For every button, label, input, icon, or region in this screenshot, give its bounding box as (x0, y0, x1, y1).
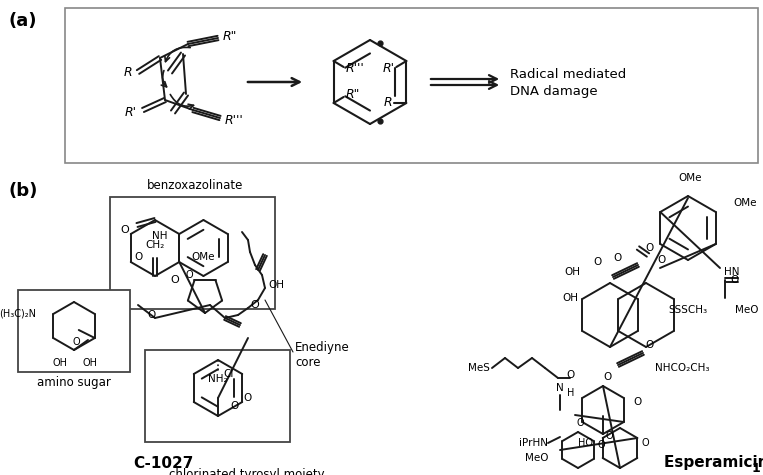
Text: O: O (243, 393, 251, 403)
Text: O: O (645, 243, 654, 253)
Text: R''': R''' (346, 63, 365, 76)
Text: O: O (604, 372, 612, 382)
Text: O: O (642, 438, 649, 448)
Text: O: O (72, 337, 80, 347)
Text: R': R' (382, 63, 394, 76)
Text: R''': R''' (225, 114, 243, 126)
Text: HO: HO (578, 438, 593, 448)
Text: OH: OH (82, 358, 98, 368)
Text: R: R (384, 96, 392, 110)
Text: O: O (645, 340, 654, 350)
Text: O: O (135, 252, 143, 262)
Text: Cl: Cl (224, 369, 234, 379)
Text: O: O (230, 401, 238, 411)
Text: O: O (121, 225, 129, 235)
Text: OH: OH (268, 280, 284, 290)
Bar (18, 290, 130, 372)
Text: O: O (605, 431, 613, 441)
Text: MeO: MeO (524, 453, 548, 463)
Text: HN: HN (724, 267, 739, 277)
Text: (b): (b) (8, 182, 37, 200)
Bar (65, 8, 758, 163)
Text: amino sugar: amino sugar (37, 376, 111, 389)
Bar (145, 350, 290, 442)
Text: O: O (171, 275, 179, 285)
Text: NH: NH (152, 231, 167, 241)
Text: (H₃C)₂N: (H₃C)₂N (0, 309, 36, 319)
Text: O: O (148, 310, 156, 320)
Text: OMe: OMe (678, 173, 702, 183)
Text: H: H (567, 388, 575, 398)
Text: R': R' (125, 106, 137, 120)
Text: OMe: OMe (192, 252, 214, 262)
Text: R: R (124, 66, 132, 78)
Text: O: O (185, 270, 192, 280)
Text: O: O (250, 300, 259, 310)
Text: O: O (730, 275, 739, 285)
Text: OH: OH (564, 267, 580, 277)
Text: R": R" (346, 88, 360, 102)
Text: MeS: MeS (468, 363, 490, 373)
Text: NHCO₂CH₃: NHCO₂CH₃ (655, 363, 710, 373)
Text: OMe: OMe (733, 198, 756, 208)
Text: iPrHN: iPrHN (519, 438, 548, 448)
Text: 1: 1 (752, 462, 761, 475)
Text: O: O (594, 257, 602, 267)
Text: O: O (614, 253, 622, 263)
Text: MeO: MeO (735, 305, 758, 315)
Text: DNA damage: DNA damage (510, 85, 597, 97)
Text: (a): (a) (8, 12, 37, 30)
Bar (110, 197, 275, 309)
Text: Radical mediated: Radical mediated (510, 67, 626, 80)
Text: chlorinated tyrosyl moiety: chlorinated tyrosyl moiety (169, 468, 325, 475)
Text: O: O (658, 255, 666, 265)
Text: O: O (633, 397, 641, 407)
Text: SSSCH₃: SSSCH₃ (668, 305, 707, 315)
Text: O: O (566, 370, 575, 380)
Text: O: O (598, 440, 606, 450)
Text: OH: OH (562, 293, 578, 303)
Text: OH: OH (53, 358, 67, 368)
Text: benzoxazolinate: benzoxazolinate (146, 179, 243, 192)
Text: N: N (556, 383, 564, 393)
Text: NH₂: NH₂ (208, 374, 228, 384)
Text: CH₂: CH₂ (146, 240, 165, 250)
Text: Enediyne
core: Enediyne core (295, 341, 349, 369)
Text: Esperamicin A: Esperamicin A (664, 455, 763, 469)
Text: O: O (576, 418, 584, 428)
Text: C-1027: C-1027 (133, 456, 193, 471)
Text: R": R" (223, 29, 237, 42)
